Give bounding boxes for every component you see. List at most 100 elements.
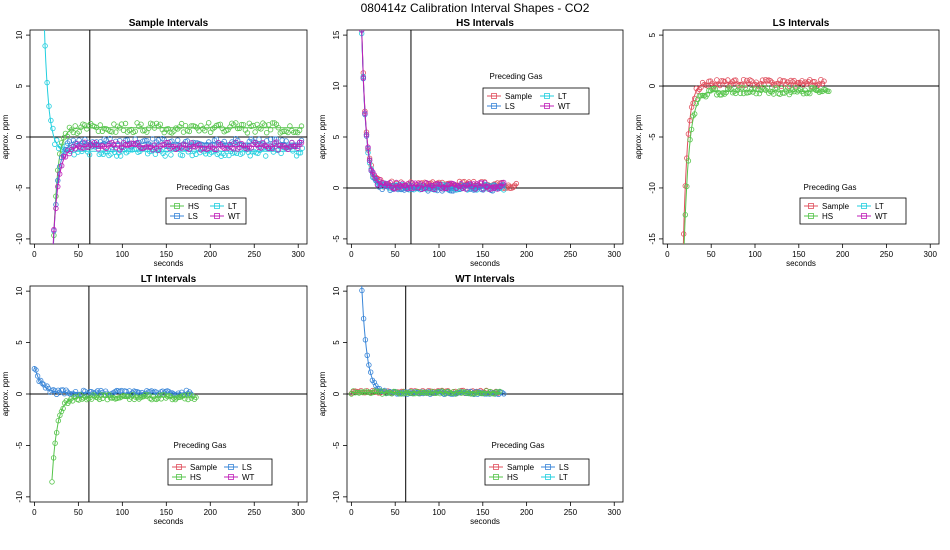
x-axis-label: seconds	[470, 259, 500, 268]
data-point-HS	[352, 390, 358, 396]
data-point-WT	[407, 185, 414, 192]
data-point-Sample	[739, 82, 745, 88]
data-point-LS	[359, 287, 365, 294]
data-point-LT	[48, 117, 54, 124]
data-point-WT	[401, 182, 407, 189]
legend-swatch-marker	[493, 464, 499, 470]
data-point-Sample	[725, 77, 731, 83]
data-point-LS	[362, 337, 369, 343]
data-point-HS	[262, 122, 268, 128]
legend-entry-Sample: Sample	[822, 202, 850, 211]
data-point-WT	[145, 144, 152, 150]
data-point-HS	[240, 122, 247, 128]
data-point-HS	[687, 136, 693, 143]
data-point-WT	[425, 180, 431, 187]
data-point-WT	[50, 270, 55, 275]
y-tick-label: -5	[15, 441, 24, 449]
data-point-WT	[57, 171, 63, 177]
data-point-HS	[55, 418, 61, 424]
data-point-Sample	[692, 95, 698, 102]
data-point-LS	[267, 136, 274, 143]
y-tick-label: -5	[332, 441, 341, 449]
x-tick-label: 100	[432, 250, 446, 259]
data-point-Sample	[715, 81, 722, 87]
data-point-HS	[122, 393, 128, 399]
legend-swatch-marker	[214, 213, 220, 219]
chart-title: LS Intervals	[773, 18, 830, 29]
data-point-HS	[475, 390, 482, 396]
data-point-HS	[60, 405, 66, 412]
data-point-LS	[42, 385, 49, 391]
legend-title: Preceding Gas	[174, 441, 227, 450]
x-tick-label: 150	[476, 508, 490, 517]
data-point-HS	[169, 396, 175, 403]
data-point-WT	[295, 145, 301, 151]
data-point-LS	[132, 389, 139, 395]
y-tick-label: 0	[332, 391, 341, 396]
data-point-Sample	[722, 78, 728, 85]
legend-entry-LT: LT	[228, 202, 237, 211]
data-point-HS	[142, 391, 149, 398]
data-point-LS	[166, 389, 172, 395]
y-tick-label: 0	[15, 391, 24, 396]
data-point-Sample	[821, 78, 827, 84]
y-tick-label: 10	[15, 30, 24, 39]
data-point-HS	[185, 396, 191, 403]
x-tick-label: 0	[32, 250, 37, 259]
data-point-HS	[180, 393, 187, 399]
data-point-Sample	[740, 76, 747, 83]
data-point-HS	[264, 129, 270, 136]
data-point-HS	[785, 85, 791, 91]
legend-entry-HS: HS	[188, 202, 199, 211]
legend-entry-WT: WT	[558, 102, 571, 111]
data-layer	[681, 76, 832, 244]
legend-swatch-marker	[228, 474, 234, 480]
legend-swatch-marker	[544, 103, 550, 109]
x-tick-label: 0	[32, 508, 37, 517]
data-point-LT	[222, 152, 228, 158]
data-point-LS	[55, 177, 61, 184]
data-point-WT	[370, 169, 376, 175]
data-point-LS	[501, 391, 507, 397]
x-tick-label: 300	[608, 250, 622, 259]
data-point-WT	[186, 146, 192, 152]
data-point-LS	[373, 383, 379, 389]
legend-entry-LS: LS	[242, 463, 252, 472]
data-point-LS	[50, 288, 55, 293]
legend-entry-WT: WT	[875, 212, 888, 221]
data-point-WT	[72, 145, 78, 152]
legend-swatch-marker	[861, 203, 867, 209]
y-axis-label: approx. ppm	[634, 114, 643, 159]
data-point-HS	[205, 120, 212, 126]
data-point-Sample	[767, 78, 774, 84]
x-tick-label: 50	[391, 508, 400, 517]
data-point-Sample	[513, 180, 519, 187]
data-point-Sample	[695, 88, 701, 94]
y-tick-label: -10	[15, 491, 24, 503]
data-point-Sample	[786, 83, 792, 89]
legend-entry-Sample: Sample	[507, 463, 535, 472]
data-point-LS	[34, 373, 41, 379]
x-tick-label: 100	[432, 508, 446, 517]
data-point-Sample	[512, 182, 518, 188]
data-point-LS	[360, 316, 367, 322]
data-point-HS	[682, 212, 688, 218]
legend-box	[482, 87, 590, 115]
data-point-WT	[406, 180, 412, 187]
data-point-HS	[296, 127, 303, 134]
data-point-HS	[145, 125, 152, 131]
y-tick-label: -5	[648, 133, 657, 141]
data-point-HS	[822, 87, 829, 93]
data-point-HS	[182, 122, 189, 129]
legend-entry-Sample: Sample	[505, 92, 533, 101]
x-tick-label: 0	[349, 508, 354, 517]
legend-title: Preceding Gas	[492, 441, 545, 450]
legend-swatch-marker	[493, 474, 499, 480]
data-point-WT	[458, 180, 464, 187]
data-point-LS	[72, 389, 79, 395]
x-tick-label: 100	[116, 250, 130, 259]
